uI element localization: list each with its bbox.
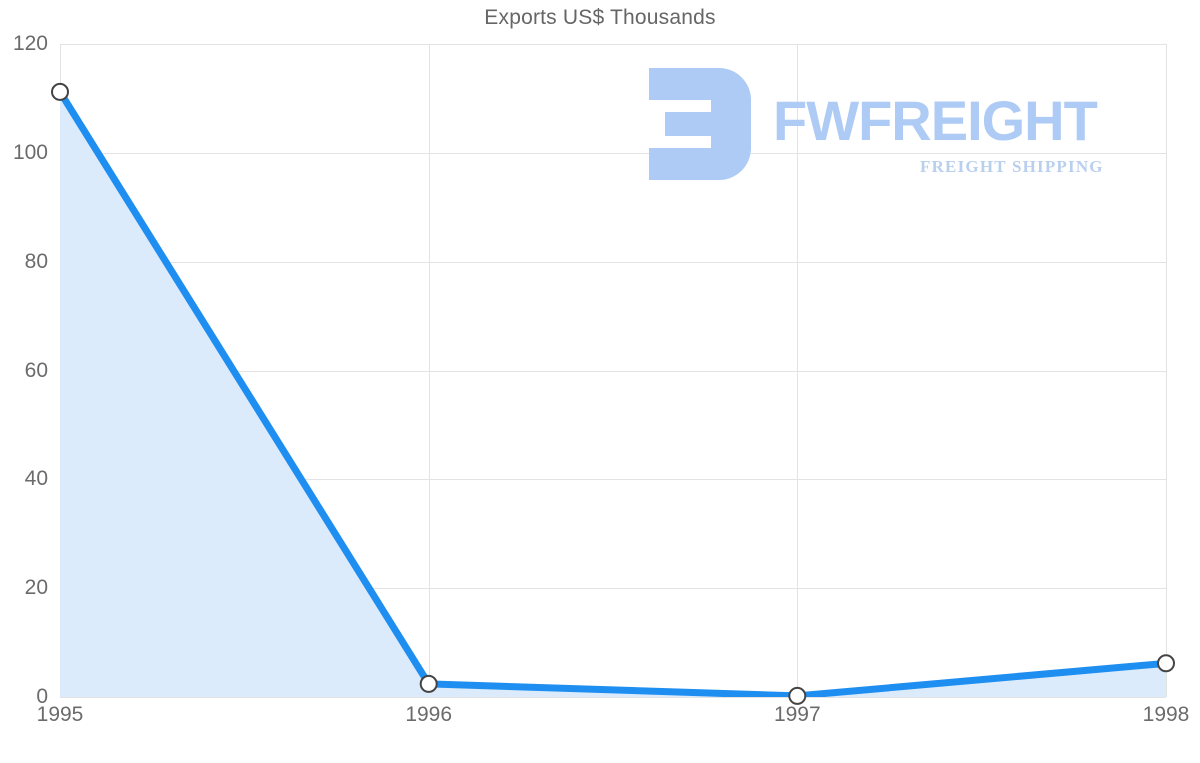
gridline-horizontal (60, 152, 1166, 154)
plot-area: FWFREIGHT FREIGHT SHIPPING (51, 44, 1175, 705)
gridline-horizontal (60, 370, 1166, 372)
gridline-horizontal (60, 588, 1166, 590)
gridline-horizontal (60, 261, 1166, 263)
y-tick-label: 80 (24, 249, 48, 273)
data-point-marker[interactable] (51, 82, 69, 101)
x-tick-label: 1996 (405, 703, 453, 726)
y-tick-label: 0 (36, 685, 48, 708)
area-fill (60, 91, 1166, 697)
data-point-marker[interactable] (788, 686, 807, 705)
gridline-horizontal (60, 479, 1166, 481)
gridline-vertical (1166, 44, 1167, 697)
data-series-layer (60, 44, 1166, 697)
y-tick-label: 60 (24, 358, 48, 382)
x-tick-label: 1997 (773, 703, 821, 726)
y-tick-label: 20 (24, 576, 48, 600)
data-line (60, 92, 1166, 696)
data-point-marker[interactable] (419, 674, 438, 693)
x-tick-label: 1998 (1142, 703, 1190, 726)
gridline-horizontal (60, 697, 1166, 698)
gridline-vertical (797, 44, 799, 697)
x-tick-label: 1995 (36, 703, 84, 726)
y-tick-label: 40 (24, 467, 48, 491)
gridline-vertical (428, 44, 430, 697)
y-tick-label: 100 (12, 140, 48, 164)
data-markers-layer (51, 82, 1175, 705)
gridline-horizontal (60, 44, 1166, 45)
chart-title: Exports US$ Thousands (484, 6, 716, 29)
y-tick-label: 120 (12, 32, 48, 55)
